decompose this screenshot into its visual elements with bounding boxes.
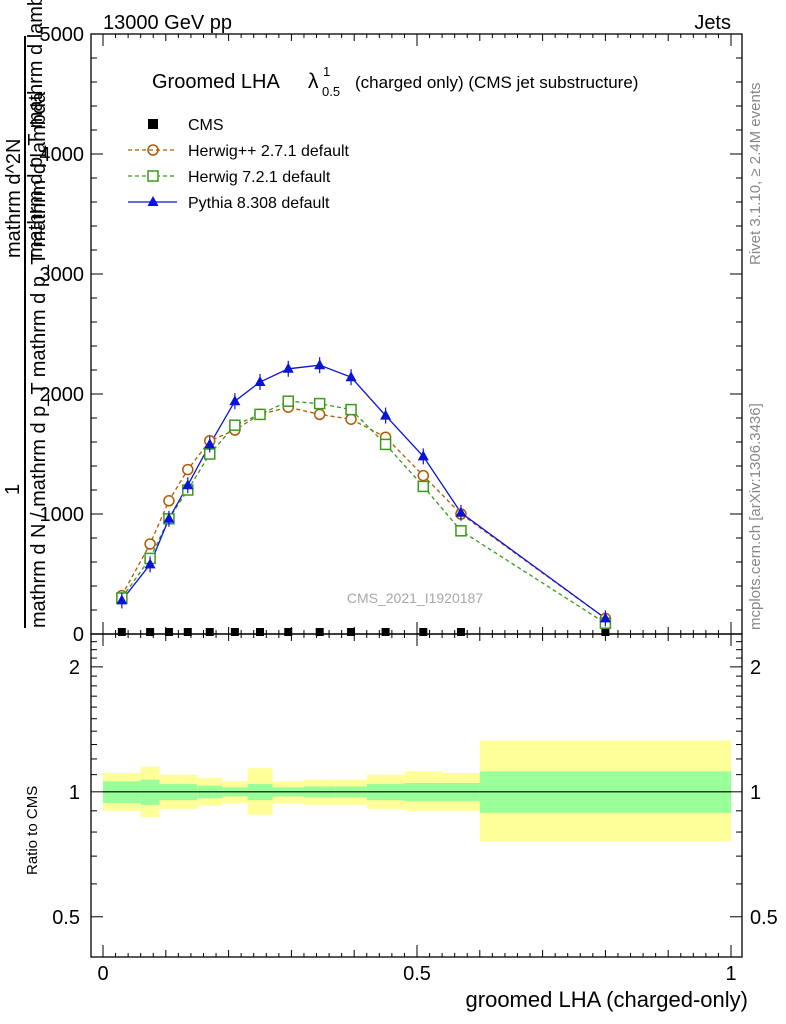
- main-ytick-label-5: 5000: [40, 24, 85, 46]
- point-cms-5: [230, 628, 239, 636]
- legend-label-herwigpp: Herwig++ 2.7.1 default: [188, 143, 350, 160]
- ylabel-main-denominator: mathrm d N / mathrm d p_T mathrm d p_T m…: [28, 91, 50, 628]
- title-lambda: λ: [308, 70, 319, 93]
- ratio-ytick-label-right-0: 0.5: [750, 907, 778, 929]
- point-herwig7-10: [379, 438, 392, 451]
- legend-item-herwig7: Herwig 7.2.1 default: [128, 169, 331, 186]
- legend-marker-herwigpp: [147, 144, 159, 156]
- legend-label-pythia: Pythia 8.308 default: [188, 195, 330, 212]
- point-herwig7-11: [417, 480, 430, 493]
- point-cms-4: [205, 628, 214, 636]
- legend-item-cms: CMS: [148, 117, 224, 134]
- xlabel: groomed LHA (charged-only): [466, 987, 748, 1012]
- mcplots-label: mcplots.cern.ch [arXiv:1306.3436]: [747, 403, 764, 630]
- legend-label-cms: CMS: [188, 117, 224, 134]
- legend: CMS Herwig++ 2.7.1 default Herwig 7.2.1 …: [128, 117, 350, 212]
- point-pythia-1: [144, 558, 156, 569]
- point-herwigpp-11: [417, 469, 430, 482]
- watermark: CMS_2021_I1920187: [347, 590, 483, 606]
- legend-item-pythia: Pythia 8.308 default: [128, 195, 330, 212]
- main-ytick-label-3: 3000: [40, 264, 85, 286]
- header-right: Jets: [694, 12, 731, 34]
- point-pythia-7: [282, 362, 294, 373]
- main-plot-panel: 0 1000 2000 3000 4000 5000: [40, 24, 743, 646]
- point-cms-6: [256, 628, 264, 636]
- legend-marker-pythia: [147, 196, 159, 206]
- point-herwig7-5: [229, 419, 241, 431]
- point-herwigpp-3: [182, 463, 194, 476]
- main-ytick-label-1: 1000: [40, 504, 85, 526]
- point-pythia-10: [380, 409, 392, 420]
- ratio-ytick-label-right-2: 2: [750, 657, 761, 679]
- point-herwig7-7: [282, 395, 295, 407]
- point-herwigpp-9: [345, 413, 357, 425]
- legend-label-herwig7: Herwig 7.2.1 default: [188, 169, 331, 186]
- legend-marker-cms: [148, 119, 158, 129]
- title-prefix: Groomed LHA: [152, 71, 280, 93]
- point-pythia-3: [182, 479, 194, 490]
- ratio-ytick-label-right-1: 1: [750, 782, 761, 804]
- point-pythia-0: [116, 594, 128, 605]
- xtick-label-0: 0: [97, 963, 108, 985]
- xtick-label-2: 1: [725, 963, 736, 985]
- ylabel-main: mathrm d^2N mathrm d p_T mathrm d lambda…: [2, 0, 50, 628]
- point-pythia-9: [345, 371, 357, 382]
- point-pythia-11: [417, 450, 429, 461]
- point-cms-2: [164, 628, 173, 636]
- ratio-ytick-label-left-2: 2: [69, 657, 80, 679]
- ratio-ytick-label-left-1: 1: [69, 782, 80, 804]
- ratio-plot-panel: 0 0.5 1 0.5 0.5 1 1 2 2: [52, 633, 778, 985]
- point-cms-8: [315, 628, 324, 636]
- point-pythia-2: [163, 512, 175, 523]
- ylabel-main-overlap1: mathrm d^2N: [3, 139, 25, 258]
- xtick-label-1: 0.5: [403, 963, 431, 985]
- ratio-ytick-label-left-0: 0.5: [52, 907, 80, 929]
- point-pythia-5: [229, 395, 241, 406]
- point-herwig7-9: [345, 403, 357, 416]
- legend-item-herwigpp: Herwig++ 2.7.1 default: [128, 143, 350, 160]
- point-cms-10: [381, 628, 390, 636]
- point-pythia-13: [599, 612, 611, 623]
- point-cms-12: [456, 628, 465, 636]
- legend-marker-herwig7: [147, 170, 159, 182]
- title-lambda-sup: 1: [323, 64, 330, 79]
- point-cms-11: [419, 628, 428, 636]
- point-herwig7-6: [254, 408, 266, 421]
- rivet-label: Rivet 3.1.10, ≥ 2.4M events: [747, 83, 764, 266]
- point-cms-13: [601, 628, 610, 636]
- point-cms-7: [284, 628, 293, 636]
- point-pythia-12: [455, 506, 467, 517]
- main-ytick-label-0: 0: [73, 624, 84, 646]
- ylabel-main-numerator-top: 1: [2, 484, 24, 495]
- title-suffix: (charged only) (CMS jet substructure): [355, 73, 638, 92]
- title-lambda-sub: 0.5: [322, 84, 340, 99]
- header-left: 13000 GeV pp: [103, 12, 232, 34]
- ylabel-ratio: Ratio to CMS: [24, 786, 41, 875]
- point-pythia-6: [254, 376, 266, 386]
- point-herwigpp-1: [144, 538, 156, 550]
- point-pythia-8: [314, 359, 326, 370]
- point-cms-1: [146, 628, 155, 636]
- plot-title: Groomed LHA λ 1 0.5 (charged only) (CMS …: [152, 64, 638, 99]
- point-cms-9: [347, 628, 356, 636]
- point-cms-0: [117, 628, 126, 636]
- point-herwigpp-8: [313, 408, 326, 421]
- point-herwig7-12: [455, 525, 467, 537]
- main-ytick-label-4: 4000: [40, 144, 85, 166]
- point-cms-3: [183, 628, 192, 636]
- point-herwig7-8: [313, 397, 326, 410]
- point-herwigpp-2: [163, 495, 175, 507]
- series-line-pythia: [121, 364, 606, 619]
- series-line-herwigpp: [121, 406, 606, 619]
- point-pythia-4: [204, 438, 216, 449]
- ylabel-main-overlap2: mathrm d p_T mathrm d lambda: [25, 0, 47, 258]
- main-ytick-label-2: 2000: [40, 384, 85, 406]
